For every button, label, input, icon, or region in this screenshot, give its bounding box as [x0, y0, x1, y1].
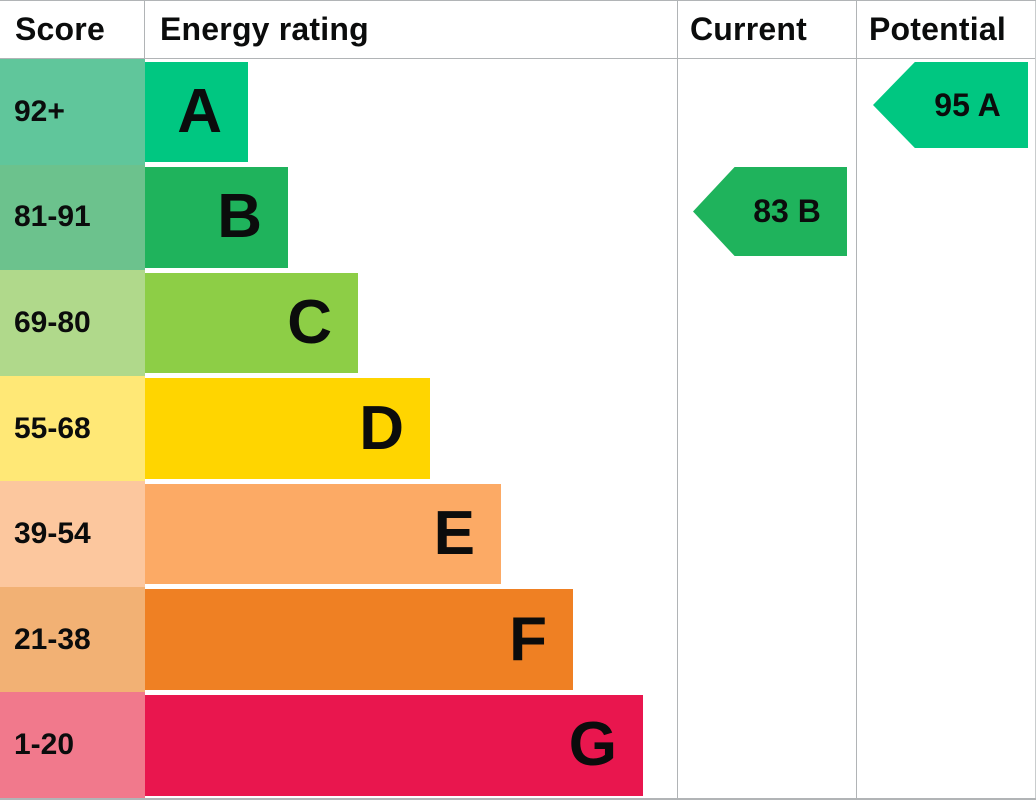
rating-bar-b: B [145, 167, 288, 268]
score-range-g: 1-20 [0, 692, 145, 798]
rating-bar-d: D [145, 378, 430, 479]
header-current: Current [690, 11, 807, 47]
band-row-b: 81-91 B [0, 164, 1036, 271]
rating-bar-f: F [145, 589, 573, 690]
rating-bar-g: G [145, 694, 643, 796]
score-range-d: 55-68 [0, 375, 145, 482]
band-row-d: 55-68 D [0, 375, 1036, 482]
score-range-a: 92+ [0, 59, 145, 165]
bar-track-c: C [145, 270, 1036, 376]
bar-track-e: E [145, 481, 1036, 587]
band-row-e: 39-54 E [0, 481, 1036, 587]
bar-track-d: D [145, 376, 1036, 482]
band-rows: 92+ A 81-91 B 69-80 C 55-68 D 39-54 [0, 59, 1036, 798]
band-row-a: 92+ A [0, 59, 1036, 165]
divider-current-potential [856, 1, 857, 798]
band-row-f: 21-38 F [0, 586, 1036, 693]
score-range-f: 21-38 [0, 586, 145, 693]
bar-track-a: A [145, 59, 1036, 165]
header-potential: Potential [869, 11, 1006, 47]
rating-bar-c: C [145, 272, 358, 374]
bar-track-f: F [145, 587, 1036, 693]
band-row-c: 69-80 C [0, 270, 1036, 376]
header-score: Score [0, 1, 145, 58]
band-row-g: 1-20 G [0, 692, 1036, 798]
rating-bar-e: E [145, 483, 501, 585]
score-range-e: 39-54 [0, 481, 145, 587]
bar-track-b: B [145, 165, 1036, 271]
table-header: Score Energy rating Current Potential [0, 1, 1036, 59]
header-energy-rating: Energy rating [160, 11, 369, 47]
bar-track-g: G [145, 692, 1036, 798]
rating-bar-a: A [145, 61, 248, 163]
potential-rating-arrow: 95 A [873, 62, 1028, 148]
divider-energy-current [677, 1, 678, 798]
current-rating-label: 83 B [753, 193, 821, 229]
score-range-b: 81-91 [0, 164, 145, 271]
potential-rating-label: 95 A [934, 86, 1001, 123]
score-range-c: 69-80 [0, 270, 145, 376]
